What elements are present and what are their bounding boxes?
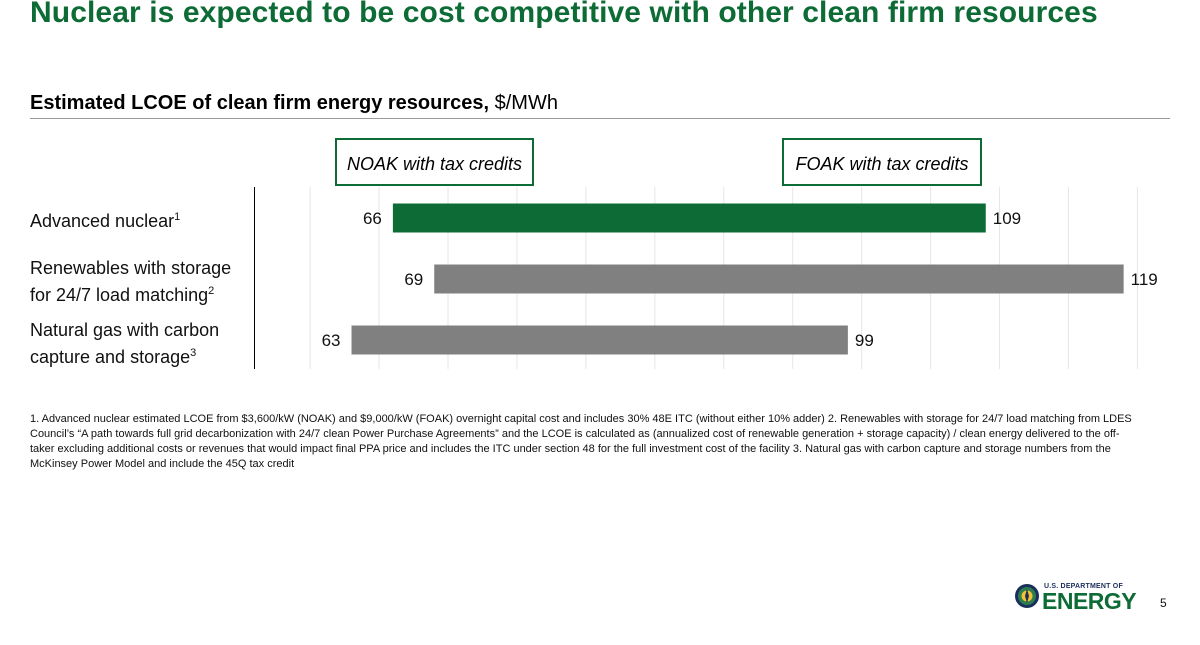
subtitle-divider: [30, 118, 1170, 119]
data-label-high-renewables: 119: [1131, 270, 1158, 289]
category-axis-line: [254, 187, 255, 369]
category-label-advanced-nuclear: Advanced nuclear1: [30, 206, 180, 233]
footnote-marker: 2: [208, 285, 215, 297]
data-label-high-natural-gas: 99: [855, 331, 874, 350]
doe-logo: U.S. DEPARTMENT OF ENERGY: [1014, 583, 1137, 614]
chart-subtitle-unit: $/MWh: [489, 92, 558, 114]
bar-natural-gas: [351, 325, 848, 355]
category-label-line: capture and storage: [30, 347, 191, 367]
chart-subtitle-text: Estimated LCOE of clean firm energy reso…: [30, 92, 490, 114]
category-label-line: for 24/7 load matching: [30, 285, 209, 305]
category-label-line: Natural gas with carbon: [30, 320, 220, 340]
footnote-marker: 3: [190, 347, 197, 359]
doe-seal-icon: [1015, 584, 1039, 608]
page-number: 5: [1160, 596, 1167, 610]
category-label-natural-gas: Natural gas with carbon capture and stor…: [30, 319, 219, 369]
data-label-low-renewables: 69: [404, 270, 423, 289]
data-label-high-advanced-nuclear: 109: [993, 209, 1021, 228]
bar-advanced-nuclear: [392, 203, 986, 233]
category-label-line: Renewables with storage: [30, 258, 232, 278]
data-label-low-natural-gas: 63: [322, 331, 341, 350]
footnote-marker: 1: [174, 211, 181, 223]
chart-subtitle: Estimated LCOE of clean firm energy reso…: [30, 92, 558, 115]
chart-plot: 66 109 69 119 63 99: [309, 187, 1158, 369]
data-labels: 66 109 69 119 63 99: [322, 209, 1158, 350]
slide-title: Nuclear is expected to be cost competiti…: [30, 0, 1098, 29]
footnote-text: 1. Advanced nuclear estimated LCOE from …: [30, 413, 1132, 470]
bars: [351, 203, 1124, 355]
legend-foak-box: FOAK with tax credits: [782, 138, 982, 186]
logo-big-text: ENERGY: [1042, 588, 1137, 614]
bar-renewables: [434, 264, 1124, 294]
legend-noak-box: NOAK with tax credits: [335, 138, 534, 186]
data-label-low-advanced-nuclear: 66: [363, 209, 382, 228]
category-label-renewables: Renewables with storage for 24/7 load ma…: [30, 257, 231, 307]
logo-small-text: U.S. DEPARTMENT OF: [1044, 583, 1123, 590]
category-label-line: Advanced nuclear: [30, 211, 175, 231]
